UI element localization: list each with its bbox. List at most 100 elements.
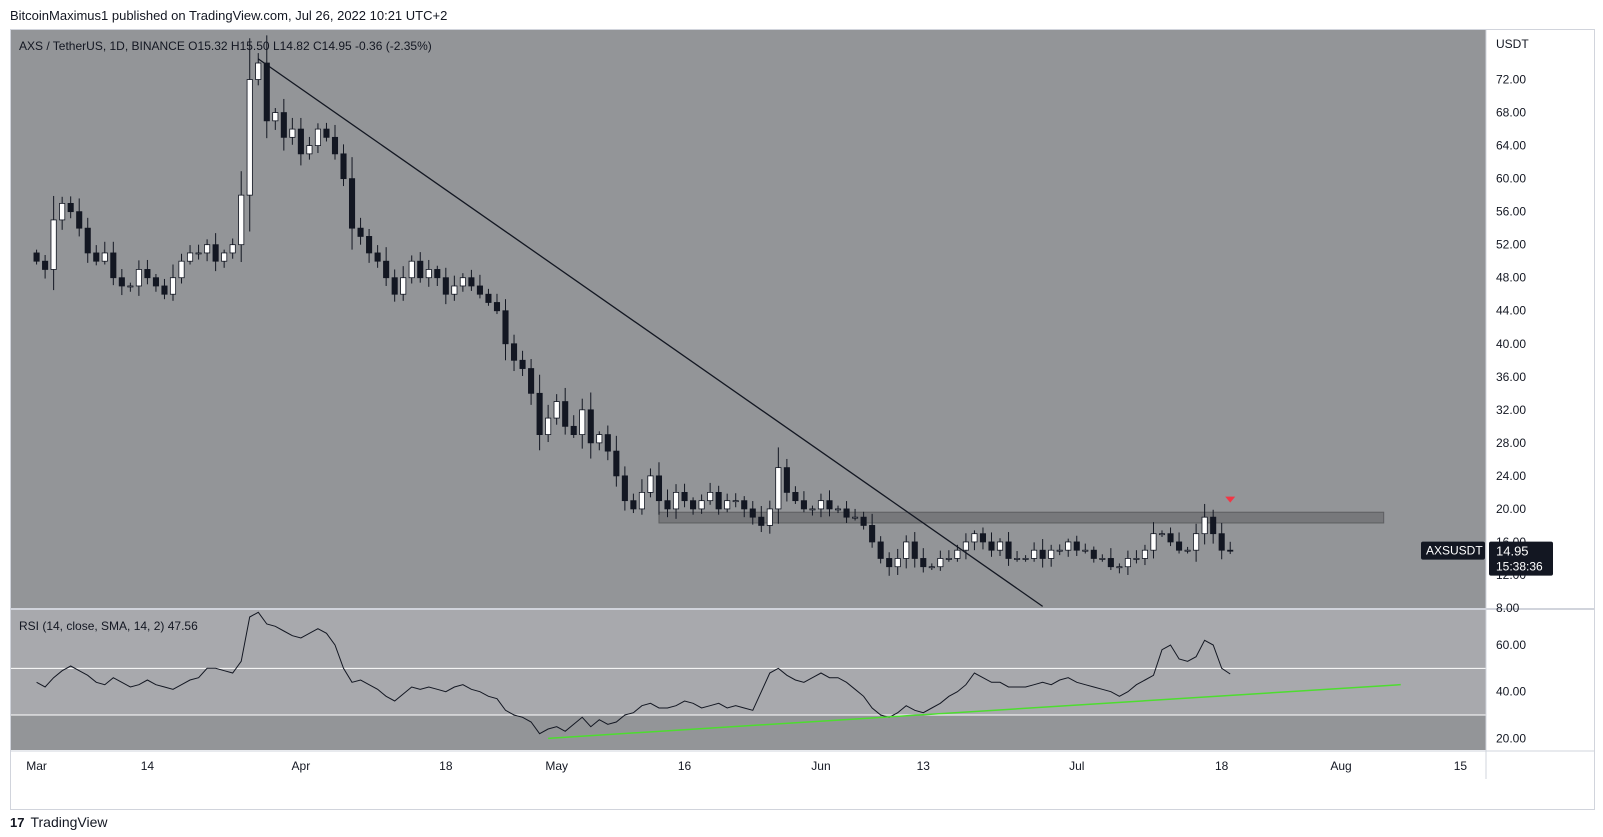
candle[interactable] [306,145,313,155]
tradingview-brand[interactable]: TradingView [30,814,108,830]
candle[interactable] [374,252,381,262]
candle[interactable] [1150,533,1157,551]
candle[interactable] [860,516,867,526]
candle[interactable] [502,310,509,345]
candle[interactable] [101,252,108,262]
candle[interactable] [1227,549,1234,552]
candle[interactable] [187,252,194,262]
candle[interactable] [1201,516,1208,535]
candle[interactable] [664,500,671,510]
candle[interactable] [272,112,279,122]
candle[interactable] [459,277,466,287]
candle[interactable] [741,500,748,510]
candle[interactable] [50,219,57,270]
candle[interactable] [212,244,219,262]
tradingview-logo-icon[interactable]: 17 [10,814,25,830]
candle[interactable] [690,500,697,510]
candle[interactable] [366,236,373,254]
candle[interactable] [528,368,535,394]
candle[interactable] [1218,533,1225,551]
candle[interactable] [434,269,441,279]
resistance-zone[interactable] [658,511,1385,524]
candle[interactable] [485,293,492,303]
candle[interactable] [59,202,66,221]
candle[interactable] [314,128,321,146]
candle[interactable] [1133,558,1140,560]
candle[interactable] [67,202,74,213]
candle[interactable] [843,508,850,518]
candle[interactable] [442,277,449,295]
rsi-support-trendline[interactable] [548,683,1401,740]
candle[interactable] [724,500,731,510]
candle[interactable] [792,491,799,502]
candle[interactable] [536,392,543,436]
candle[interactable] [647,475,654,493]
candle[interactable] [715,491,722,510]
candle[interactable] [468,277,475,287]
candle[interactable] [289,128,296,138]
candle[interactable] [263,62,270,122]
candle[interactable] [1158,533,1166,536]
candle[interactable] [1116,566,1123,569]
candle[interactable] [800,500,807,510]
candle[interactable] [553,401,560,419]
candle[interactable] [1124,558,1131,568]
candle[interactable] [1014,558,1021,560]
candle[interactable] [681,491,688,502]
candle[interactable] [340,153,347,180]
candle[interactable] [749,508,756,518]
candle[interactable] [323,128,330,138]
candle[interactable] [135,269,142,287]
candle[interactable] [519,359,526,369]
candle[interactable] [894,558,901,568]
candle[interactable] [161,285,168,295]
candle[interactable] [1056,549,1063,552]
candle[interactable] [246,79,253,196]
candle[interactable] [621,475,628,502]
candle[interactable] [391,277,398,295]
candle[interactable] [1048,549,1055,559]
candle[interactable] [195,252,202,255]
candle[interactable] [408,260,415,279]
descending-trendline[interactable] [257,58,1044,607]
candle[interactable] [280,112,287,138]
candle[interactable] [1184,549,1191,552]
candle[interactable] [1210,516,1217,535]
candle[interactable] [928,566,935,569]
candle[interactable] [638,491,645,510]
candle[interactable] [834,508,842,511]
candle[interactable] [826,500,833,510]
candle[interactable] [596,434,603,444]
candle[interactable] [604,434,611,452]
candle[interactable] [817,500,825,510]
candle[interactable] [510,343,518,361]
candle[interactable] [1065,541,1072,551]
candle[interactable] [476,285,483,295]
candle[interactable] [570,425,577,436]
candle[interactable] [493,302,501,312]
candle[interactable] [1141,549,1149,559]
candle[interactable] [76,211,83,229]
candle[interactable] [357,227,364,237]
candle[interactable] [152,277,159,287]
candle[interactable] [587,409,594,444]
candle[interactable] [33,252,40,262]
candle[interactable] [996,541,1004,551]
candle[interactable] [937,558,944,568]
candle[interactable] [903,541,910,559]
candle[interactable] [920,558,927,568]
candle[interactable] [425,269,432,279]
candle[interactable] [1022,558,1029,560]
candle[interactable] [979,533,987,543]
candle[interactable] [988,541,995,551]
candle[interactable] [169,277,177,295]
candle[interactable] [852,516,859,519]
candle[interactable] [1176,541,1183,551]
candle[interactable] [655,475,663,502]
candle[interactable] [1167,533,1174,543]
candle[interactable] [118,277,125,287]
candle[interactable] [1090,549,1097,559]
candle[interactable] [1193,533,1200,551]
candle[interactable] [766,508,773,526]
